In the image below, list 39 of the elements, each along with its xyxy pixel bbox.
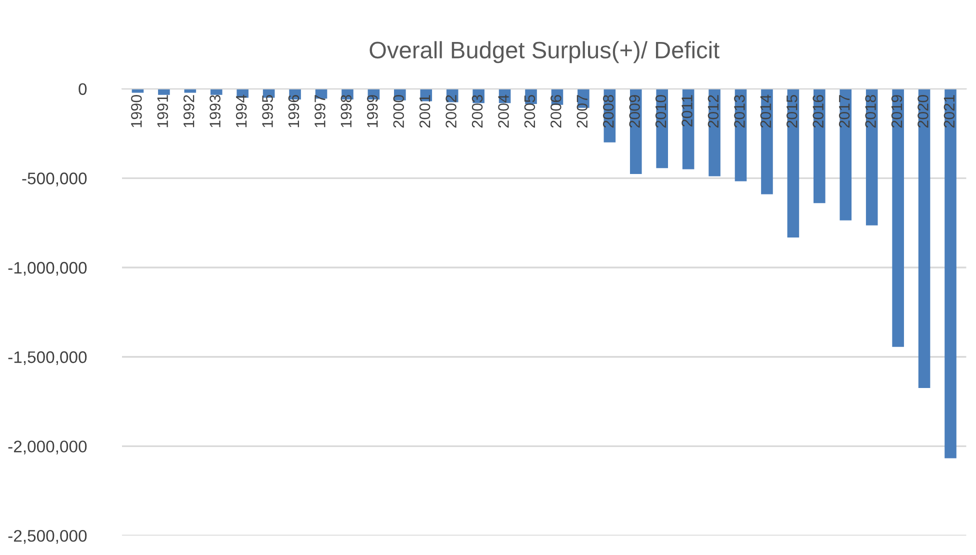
y-tick-label: 0 [78,83,87,96]
x-tick-label: 2009 [629,95,640,128]
chart-title: Overall Budget Surplus(+)/ Deficit [370,41,720,64]
x-tick-label: 2016 [812,95,824,128]
x-tick-label: 2011 [682,95,692,126]
x-tick-label: 1994 [236,94,247,128]
x-tick-label: 2010 [655,94,666,128]
x-tick-label: 2003 [472,95,483,128]
x-tick-label: 2002 [446,95,456,128]
y-tick-label: -2,000,000 [8,440,87,454]
x-tick-label: 1999 [366,95,378,128]
y-tick-label: -1,500,000 [8,351,87,366]
y-tick-label: -2,500,000 [8,530,87,544]
x-tick-label: 1996 [288,95,300,128]
x-tick-label: 1993 [210,95,220,128]
y-tick-label: -500,000 [22,172,87,186]
x-tick-label: 1995 [262,94,273,128]
x-tick-label: 2018 [865,95,876,128]
x-tick-label: 2021 [944,95,955,128]
x-tick-label: 2012 [708,95,719,128]
x-tick-label: 2017 [838,95,850,128]
x-tick-label: 1990 [131,94,142,128]
x-tick-label: 1998 [340,95,352,128]
x-tick-label: 2005 [524,94,536,128]
x-tick-label: 1991 [157,95,168,128]
x-tick-label: 2020 [918,94,928,128]
x-tick-label: 2004 [498,94,509,128]
y-tick-label: -1,000,000 [8,262,87,276]
x-tick-label: 2006 [550,95,562,128]
x-tick-label: 2000 [393,94,404,128]
x-tick-label: 1997 [314,95,326,128]
x-tick-label: 2007 [576,95,588,128]
x-tick-label: 2015 [786,94,798,128]
x-tick-label: 2001 [419,95,430,128]
x-tick-label: 1992 [183,95,194,128]
x-tick-label: 2013 [734,95,745,128]
x-tick-label: 2014 [760,94,772,128]
x-tick-label: 2019 [891,95,902,128]
x-tick-label: 2008 [602,95,614,128]
